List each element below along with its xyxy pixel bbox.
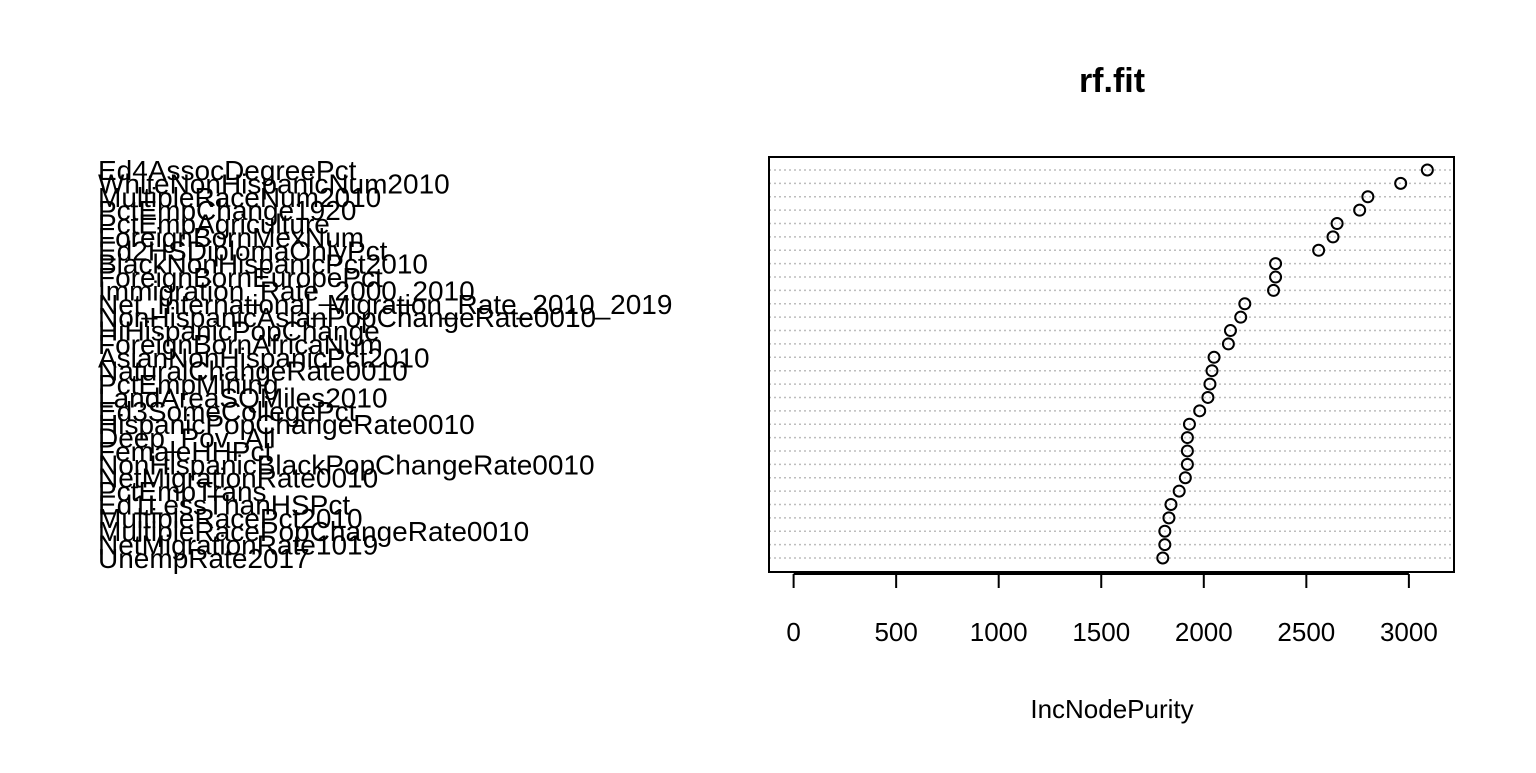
x-tick-label: 2000 [1175,617,1233,647]
data-point [1205,364,1219,378]
x-tick-label: 2500 [1277,617,1335,647]
variable-label: HispanicPopChangeRate0010 [98,409,475,440]
chart-title: rf.fit [1079,62,1145,100]
x-tick-label: 3000 [1380,617,1438,647]
variable-label: NaturalChangeRate0010 [98,356,408,387]
data-point [1180,431,1194,445]
data-point [1172,484,1186,498]
variable-label: NonHispanicAsianPopChangeRate0010 [98,302,596,333]
data-point [1164,497,1178,511]
variable-label: PctEmpMining [98,369,279,400]
data-point [1207,350,1221,364]
data-point [1326,230,1340,244]
x-axis-title: IncNodePurity [1030,694,1193,724]
data-point [1394,176,1408,190]
variable-label: ForeignBornEuropePct [98,262,383,293]
variable-label: AsianNonHispanicPct2010 [98,342,430,373]
variable-label: PctEmpTrans [98,476,267,507]
variable-label: LandAreaSQMiles2010 [98,382,388,413]
data-point [1234,310,1248,324]
data-point [1178,471,1192,485]
data-point [1330,217,1344,231]
data-point [1312,243,1326,257]
data-point [1158,524,1172,538]
variable-label: Ed3SomeCollegePct [98,396,357,427]
x-tick-label: 500 [874,617,917,647]
x-tick-label: 1000 [970,617,1028,647]
x-tick-label: 0 [786,617,800,647]
x-tick-label: 1500 [1072,617,1130,647]
data-point [1193,404,1207,418]
data-point [1156,551,1170,565]
plot-frame [768,156,1455,573]
data-point [1238,297,1252,311]
grid-lines [769,169,1454,559]
variable-label: Net_International_Migration_Rate_2010_20… [98,289,672,320]
variable-label: MultipleRacePct2010 [98,503,363,534]
variable-label: NetMigrationRate1019 [98,530,378,561]
variable-label: PctEmpChange1920 [98,195,356,226]
variable-label: NonHispanicBlackPopChangeRate0010 [98,449,595,480]
variable-label: Ed2HSDiplomaOnlyPct [98,235,388,266]
data-point [1353,203,1367,217]
variable-label: ForeignBornMexNum [98,222,364,253]
data-point [1158,538,1172,552]
data-point [1361,190,1375,204]
variable-labels: Ed4AssocDegreePctWhiteNonHispanicNum2010… [98,155,672,574]
data-point [1180,444,1194,458]
variable-label: Ed4AssocDegreePct [98,155,357,186]
variable-label: BlackNonHispanicPct2010 [98,249,428,280]
variable-label: WhiteNonHispanicNum2010 [98,168,450,199]
variable-label: FemaleHHPct [98,436,272,467]
variable-label: Ed1LessThanHSPct [98,489,350,520]
data-point [1182,417,1196,431]
variable-label: HiHispanicPopChange [98,316,380,347]
variable-label: MultipleRacePopChangeRate0010 [98,516,529,547]
data-point [1162,511,1176,525]
data-point [1223,324,1237,338]
variable-label: MultipleRaceNum2010 [98,182,381,213]
variable-label: Immigration_Rate_2000_2010 [98,275,475,306]
variable-label: UnempRate2017 [98,543,310,574]
data-point [1269,257,1283,271]
x-axis: 0 500 1000 1500 2000 2500 3000 [786,573,1438,647]
data-point [1201,390,1215,404]
variable-label: NetMigrationRate0010 [98,463,378,494]
data-point [1269,270,1283,284]
variable-label: PctEmpAgriculture [98,209,330,240]
data-point [1203,377,1217,391]
data-point [1180,457,1194,471]
data-point [1420,163,1434,177]
variable-label: Deep_Pov_All [98,423,275,454]
data-point [1221,337,1235,351]
data-points [1156,163,1434,565]
variable-label: ForeignBornAfricaNum [98,329,383,360]
data-point [1267,283,1281,297]
